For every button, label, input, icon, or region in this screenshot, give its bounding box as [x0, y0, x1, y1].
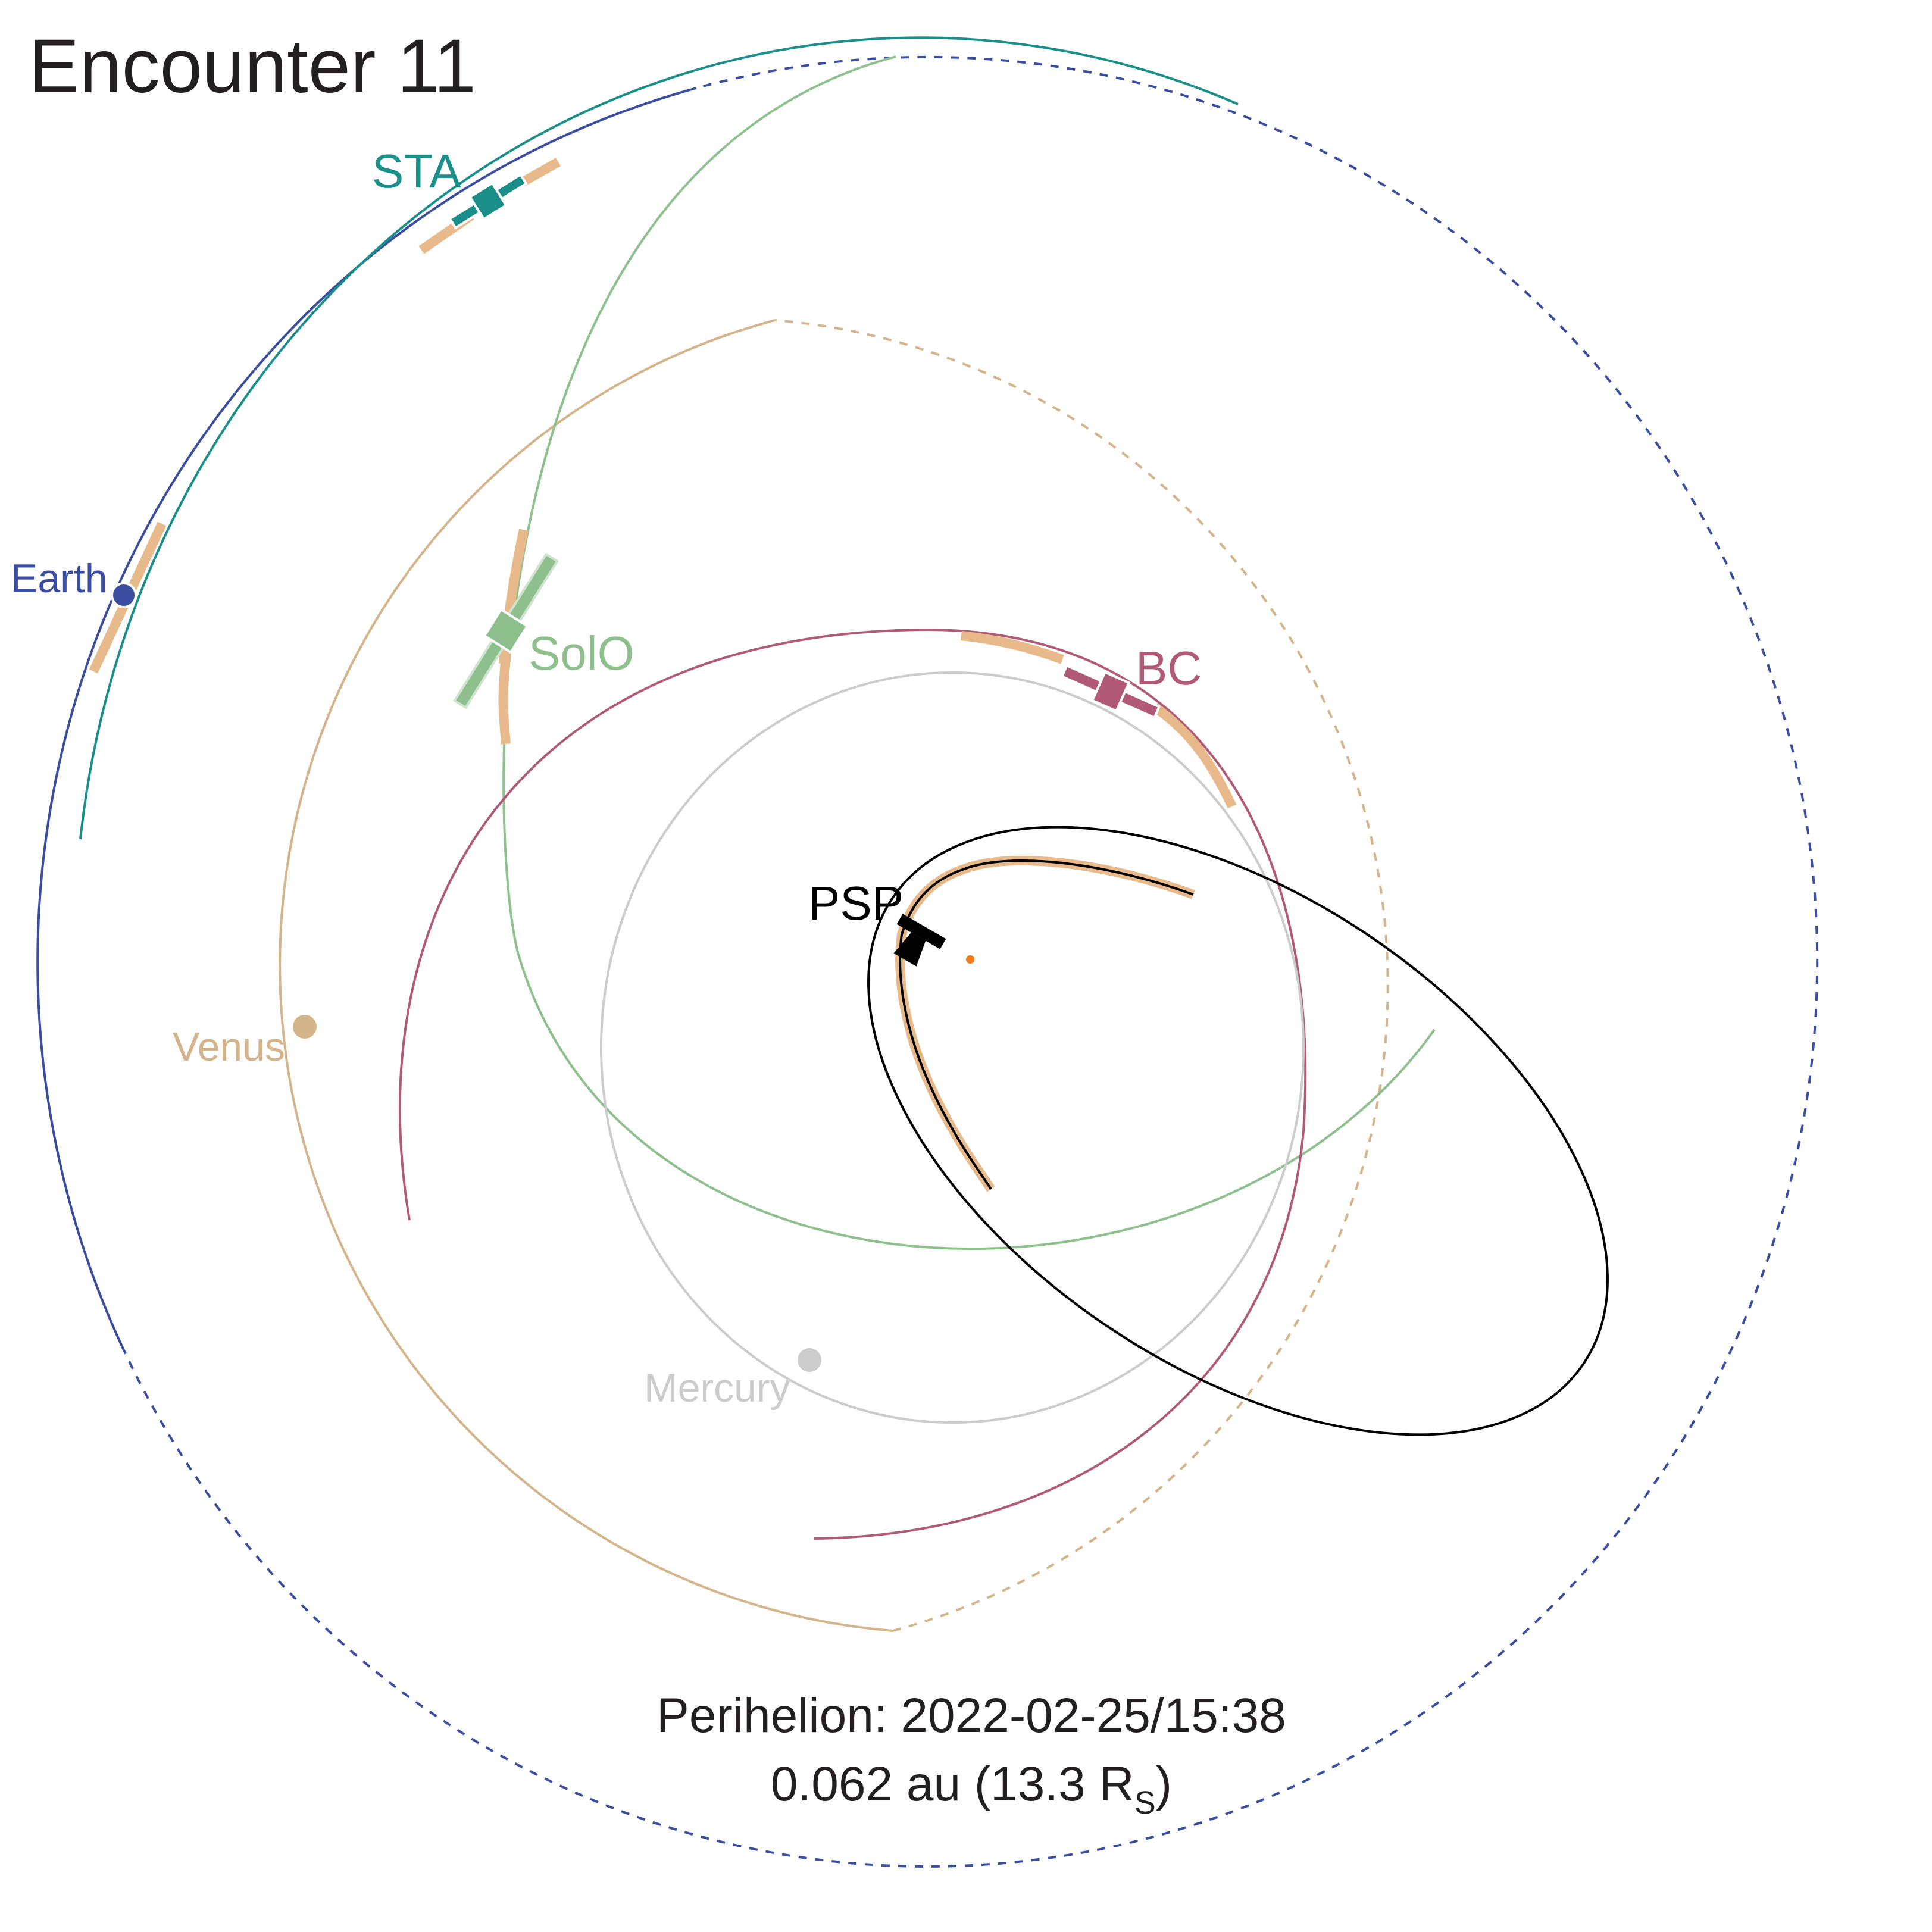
venus-orbit	[279, 319, 1389, 1632]
sta-orbit	[79, 36, 1239, 840]
solo-orbit	[502, 55, 1436, 1250]
psp-spacecraft-icon	[893, 914, 946, 967]
psp-orbit	[867, 826, 1609, 1436]
psp-label: PSP	[808, 877, 904, 930]
earth-marker	[111, 582, 137, 608]
solo-spacecraft-icon	[453, 552, 559, 709]
perihelion-distance: 0.062 au (13.3 RS)	[771, 1757, 1172, 1821]
sta-label: STA	[372, 145, 461, 198]
mercury-orbit	[600, 671, 1305, 1424]
earth-orbit	[36, 55, 1819, 1868]
bc-orbit	[398, 628, 1307, 1540]
bc-label: BC	[1136, 642, 1202, 695]
mercury-marker	[798, 1348, 821, 1372]
venus-label: Venus	[173, 1024, 285, 1070]
venus-marker	[293, 1015, 317, 1039]
psp-orbit-inner	[899, 859, 1194, 1190]
earth-label: Earth	[11, 556, 108, 601]
bc-spacecraft-icon	[1060, 664, 1161, 720]
perihelion-date: Perihelion: 2022-02-25/15:38	[656, 1689, 1286, 1743]
solar-radius-subscript: S	[1134, 1785, 1156, 1821]
sun-dot	[966, 955, 974, 964]
sta-spacecraft-icon	[448, 173, 528, 230]
solo-label: SolO	[529, 627, 634, 680]
diagram-title: Encounter 11	[29, 24, 476, 109]
mercury-label: Mercury	[644, 1365, 790, 1411]
